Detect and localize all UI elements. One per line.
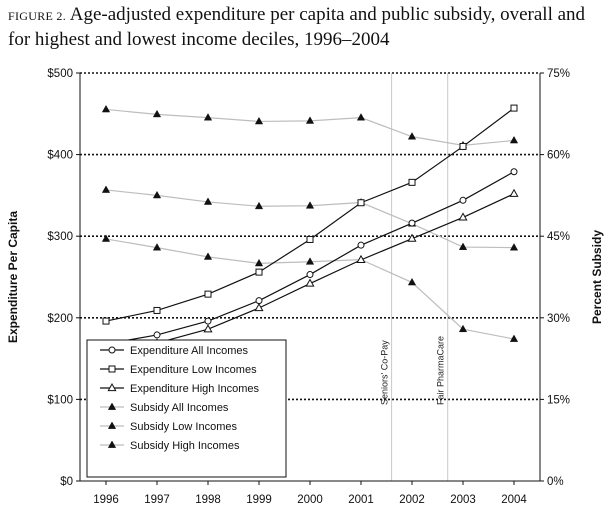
data-point: [510, 104, 518, 112]
series-line: [105, 108, 515, 146]
data-point: [204, 317, 212, 325]
legend-label: Subsidy High Incomes: [130, 440, 240, 452]
data-point: [509, 188, 519, 197]
data-point: [509, 334, 519, 342]
x-tick-label: 2003: [450, 494, 476, 506]
y2-axis-title: Percent Subsidy: [590, 230, 604, 324]
y-tick-label: $300: [47, 231, 73, 243]
x-tick-label: 2004: [501, 494, 527, 506]
data-point: [152, 243, 162, 251]
data-point: [458, 242, 468, 250]
chart-title-text: Age-adjusted expenditure per capita and …: [8, 4, 586, 50]
legend-label: Subsidy All Incomes: [130, 402, 229, 414]
data-point: [254, 258, 264, 267]
data-point: [356, 113, 366, 121]
series-expenditure-all-incomes: [102, 168, 518, 348]
legend-box: [86, 339, 287, 478]
legend-label: Expenditure High Incomes: [130, 383, 260, 395]
y2-tick-label: 30%: [547, 313, 570, 325]
data-point: [254, 201, 264, 210]
x-tick-label: 1996: [93, 494, 119, 506]
series-line: [105, 107, 515, 322]
data-point: [102, 317, 110, 325]
y2-tick-label: 0%: [547, 476, 564, 488]
event-label: Seniors' Co-Pay: [380, 340, 390, 405]
data-point: [305, 257, 315, 265]
y-axis-title: Expenditure Per Capita: [6, 211, 20, 343]
data-point: [407, 132, 417, 140]
data-point: [101, 234, 111, 242]
data-point: [306, 235, 314, 243]
legend-swatch-marker: [107, 421, 117, 429]
figure-number: FIGURE 2.: [8, 9, 67, 23]
data-point: [407, 277, 417, 286]
y-tick-label: $400: [47, 150, 73, 162]
data-point: [101, 185, 111, 193]
data-point: [152, 109, 162, 118]
y-tick-label: $500: [47, 68, 73, 80]
data-point: [255, 297, 263, 305]
data-point: [408, 178, 416, 186]
data-point: [305, 116, 315, 124]
data-point: [458, 324, 468, 333]
x-tick-label: 2002: [399, 494, 425, 506]
data-point: [459, 142, 467, 150]
data-point: [305, 278, 315, 287]
data-point: [203, 113, 213, 121]
data-point: [152, 190, 162, 199]
legend-swatch-marker: [108, 365, 116, 373]
series-subsidy-low-incomes: [101, 104, 519, 149]
data-point: [459, 196, 467, 204]
x-tick-label: 2001: [348, 494, 374, 506]
data-point: [306, 271, 314, 279]
axes: $0 $100 $200 $300 $400 $500 0% 15% 30% 45% 60% 75% 1…: [6, 68, 604, 506]
legend-swatch-marker: [107, 440, 117, 448]
data-point: [510, 168, 518, 176]
data-point: [203, 252, 213, 260]
data-point: [408, 219, 416, 227]
policy-event-markers: Seniors' Co-Pay Fair PharmaCare: [380, 73, 449, 481]
legend: Expenditure All Incomes Expenditure Low I…: [86, 339, 287, 478]
data-point: [357, 199, 365, 207]
data-point: [153, 306, 161, 314]
data-point: [101, 104, 111, 113]
data-point: [153, 331, 161, 339]
y-tick-label: $200: [47, 313, 73, 325]
x-tick-label: 2000: [297, 494, 323, 506]
data-point: [305, 201, 315, 209]
series-subsidy-high-incomes: [101, 234, 519, 342]
legend-label: Expenditure Low Incomes: [130, 364, 257, 376]
y2-tick-label: 15%: [547, 394, 570, 406]
data-point: [203, 197, 213, 205]
y2-tick-label: 45%: [547, 231, 570, 243]
x-tick-label: 1997: [144, 494, 170, 506]
x-tick-label: 1998: [195, 494, 221, 506]
data-point: [255, 268, 263, 276]
data-point: [509, 135, 519, 144]
y-tick-label: $100: [47, 394, 73, 406]
legend-swatch-marker: [107, 382, 117, 392]
series-expenditure-low-incomes: [102, 104, 518, 325]
chart-title: FIGURE 2. Age-adjusted expenditure per c…: [8, 3, 608, 51]
data-point: [254, 302, 264, 312]
y-tick-label: $0: [60, 476, 73, 488]
data-point: [407, 233, 417, 242]
series-line: [105, 238, 515, 340]
data-point: [204, 290, 212, 298]
data-point: [458, 212, 468, 221]
legend-label: Subsidy Low Incomes: [130, 421, 237, 433]
event-label: Fair PharmaCare: [436, 336, 446, 405]
legend-swatch-marker: [107, 402, 117, 410]
x-tick-label: 1999: [246, 494, 272, 506]
data-point: [509, 243, 519, 251]
legend-label: Expenditure All Incomes: [130, 345, 249, 357]
data-point: [357, 241, 365, 249]
data-point: [356, 254, 366, 263]
data-point: [254, 116, 264, 125]
y2-tick-label: 75%: [547, 68, 570, 80]
y2-tick-label: 60%: [547, 150, 570, 162]
data-point: [203, 324, 213, 333]
legend-swatch-marker: [108, 346, 116, 354]
